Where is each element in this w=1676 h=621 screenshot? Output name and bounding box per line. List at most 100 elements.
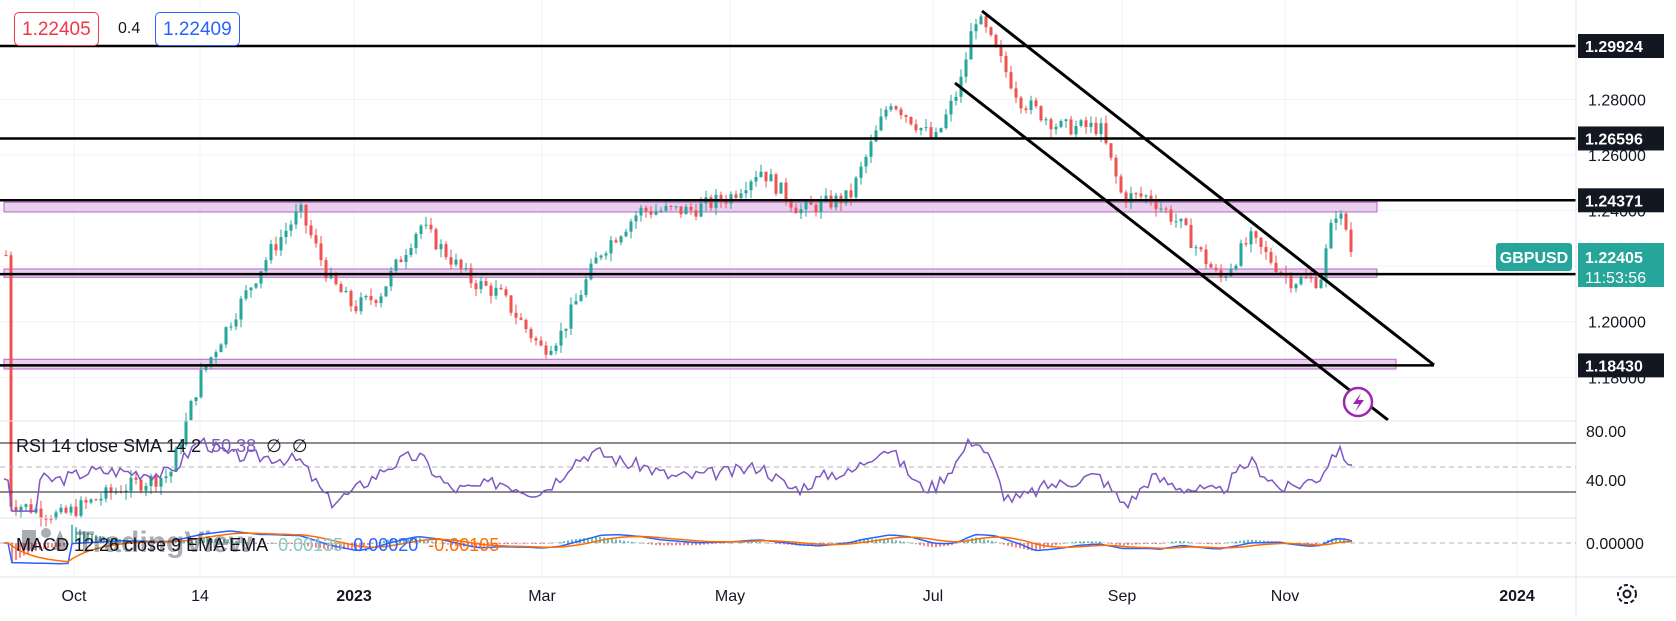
macd-hist-bar: [647, 543, 649, 545]
candle-body: [1024, 108, 1028, 110]
macd-hist-bar: [1335, 537, 1337, 543]
candle-body: [1039, 106, 1043, 121]
candle-body: [1169, 209, 1173, 222]
macd-hist-bar: [219, 539, 221, 543]
candle-body: [1074, 125, 1078, 135]
macd-hist-bar: [995, 541, 997, 543]
macd-hist-bar: [451, 543, 453, 546]
candle-body: [909, 116, 913, 125]
ask-price-box[interactable]: 1.22409: [155, 12, 240, 46]
candle-body: [874, 130, 878, 142]
candle-body: [734, 194, 738, 198]
candle-body: [179, 444, 183, 449]
candle-body: [384, 286, 388, 297]
macd-hist-bar: [107, 537, 109, 543]
candle-body: [1329, 222, 1333, 249]
macd-hist-bar: [439, 542, 441, 544]
candle-body: [69, 506, 73, 513]
gear-icon[interactable]: [1617, 584, 1637, 604]
candle-body: [154, 475, 158, 487]
channel-upper-line[interactable]: [981, 9, 1435, 367]
candle-body: [544, 345, 548, 355]
macd-hist-bar: [639, 542, 641, 544]
candle-body: [474, 283, 478, 290]
macd-hist-bar: [191, 539, 193, 543]
macd-hist-bar: [367, 543, 369, 545]
macd-hist-bar: [1203, 543, 1205, 544]
candle-body: [264, 260, 268, 272]
candle-body: [334, 273, 338, 285]
candle-body: [659, 210, 663, 212]
alert-icon[interactable]: [1342, 386, 1374, 418]
candle-body: [504, 289, 508, 296]
candle-body: [1254, 231, 1258, 238]
candle-body: [924, 127, 928, 129]
macd-hist-bar: [551, 542, 553, 544]
candle-body: [514, 312, 518, 318]
candle-body: [194, 397, 198, 401]
rsi-legend[interactable]: RSI 14 close SMA 14 2 50.38 ∅ ∅: [16, 436, 318, 457]
symbol-price-label: GBPUSD 1.22405 11:53:56: [1496, 243, 1664, 287]
price-tick: 1.20000: [1588, 315, 1646, 332]
channel-lower-line[interactable]: [954, 81, 1389, 422]
horizontal-levels[interactable]: [0, 44, 1576, 367]
candle-body: [599, 255, 603, 258]
macd-hist-bar: [595, 537, 597, 543]
macd-hist-bar: [899, 540, 901, 543]
candle-body: [1349, 229, 1353, 252]
candle-body: [1194, 247, 1198, 249]
macd-hist-bar: [359, 543, 361, 548]
descending-channel[interactable]: [954, 9, 1435, 422]
candle-body: [439, 244, 443, 250]
rsi-extra-2: ∅: [291, 436, 308, 456]
candle-body: [1014, 88, 1018, 98]
macd-hist-bar: [859, 539, 861, 543]
macd-hist-bar: [187, 539, 189, 543]
macd-hist-bar: [1075, 541, 1077, 543]
rsi-axis-tick-80: 80.00: [1586, 424, 1626, 441]
macd-hist-bar: [1187, 541, 1189, 543]
macd-hist-bar: [99, 536, 101, 543]
time-tick: Sep: [1108, 588, 1137, 605]
macd-hist-bar: [547, 543, 549, 544]
macd-hist-bar: [1227, 542, 1229, 543]
macd-hist-bar: [1031, 543, 1033, 551]
macd-hist-bar: [291, 543, 293, 544]
macd-hist-bar: [987, 540, 989, 543]
macd-hist-bar: [743, 542, 745, 543]
bid-price-box[interactable]: 1.22405: [14, 12, 99, 46]
macd-hist-bar: [911, 543, 913, 544]
macd-hist-bar: [471, 543, 473, 548]
candle-body: [144, 485, 148, 491]
candle-body: [549, 350, 553, 355]
macd-hist-bar: [939, 543, 941, 547]
macd-hist-bar: [407, 537, 409, 543]
candle-body: [254, 283, 258, 288]
candle-body: [679, 206, 683, 215]
macd-hist-bar: [831, 543, 833, 544]
candle-body: [1319, 279, 1323, 288]
candle-body: [1054, 126, 1058, 130]
macd-hist-bar: [1059, 543, 1061, 545]
macd-legend[interactable]: MACD 12 26 close 9 EMA EMA 0.00135 0.00020…: [16, 535, 509, 556]
candle-body: [729, 194, 733, 204]
candle-body: [1059, 121, 1063, 127]
candle-body: [294, 211, 298, 225]
time-axis[interactable]: Oct 14 2023 Mar May Jul Sep Nov 2024: [62, 588, 1535, 605]
candle-body: [129, 477, 133, 491]
time-tick: Jul: [923, 588, 943, 605]
candle-body: [784, 182, 788, 201]
candle-body: [864, 156, 868, 167]
candle-body: [1299, 277, 1303, 285]
macd-hist-bar: [891, 539, 893, 543]
macd-axis-tick-0: 0.00000: [1586, 536, 1644, 553]
candle-body: [954, 96, 958, 101]
macd-hist-bar: [507, 543, 509, 544]
macd-hist-bar: [1035, 543, 1037, 551]
candle-body: [1239, 243, 1243, 266]
candle-body: [469, 267, 473, 284]
macd-hist-bar: [203, 538, 205, 543]
macd-hist-bar: [999, 543, 1001, 544]
